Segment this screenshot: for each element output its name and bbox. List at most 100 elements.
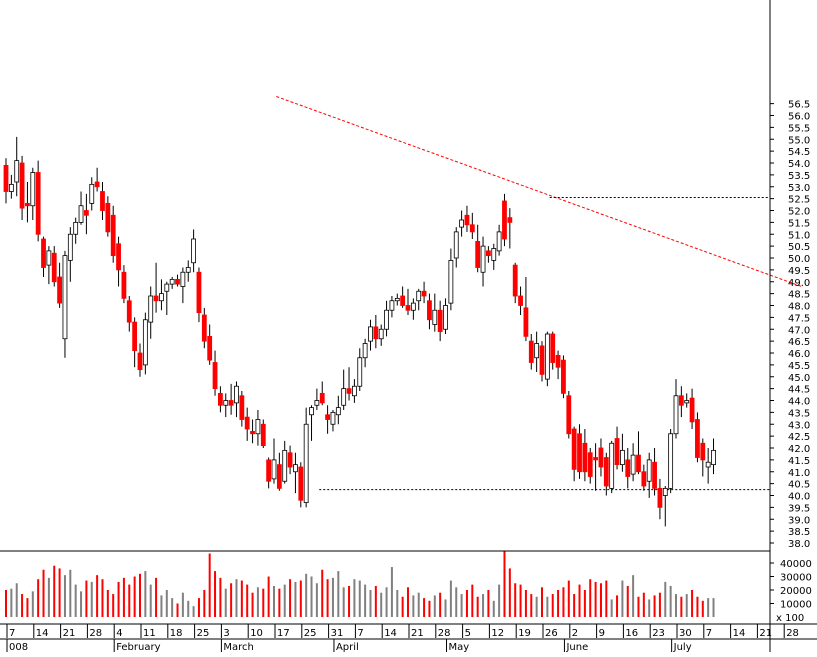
volume-scale-label: x 100: [776, 613, 804, 624]
volume-bar: [455, 587, 458, 617]
candle-body: [662, 487, 668, 496]
candle-body: [217, 392, 223, 406]
volume-bar: [278, 588, 281, 617]
candle-body: [561, 359, 566, 394]
candle-body: [14, 160, 20, 183]
volume-bar: [53, 565, 56, 617]
candle-body: [298, 466, 304, 501]
volume-bars-layer: [5, 550, 715, 617]
volume-bar: [321, 569, 324, 617]
candle-body: [271, 459, 277, 480]
month-tick-label: June: [565, 642, 588, 652]
volume-bar: [31, 591, 34, 617]
candle-body: [185, 267, 191, 273]
date-tick-label: 30: [679, 628, 692, 639]
date-tick-label: 7: [706, 628, 712, 639]
candle-body: [207, 335, 213, 361]
candle-body: [437, 309, 443, 333]
date-tick-label: 14: [36, 628, 49, 639]
volume-bar: [669, 585, 672, 617]
candle-body: [319, 392, 325, 404]
candle-body: [502, 200, 507, 240]
volume-bar: [374, 585, 377, 617]
volume-bar: [122, 577, 125, 617]
volume-bar: [305, 573, 308, 617]
candle-body: [566, 395, 572, 435]
volume-bar: [664, 581, 667, 617]
date-tick-label: 21: [759, 628, 772, 639]
price-tick-label: 43.5: [788, 408, 810, 419]
date-tick-label: 3: [223, 628, 229, 639]
candle-body: [46, 250, 52, 266]
price-tick-label: 52.5: [788, 195, 810, 206]
candle-body: [705, 461, 711, 468]
volume-bar: [546, 596, 549, 617]
candle-body: [287, 452, 293, 468]
volume-bar: [653, 595, 656, 617]
volume-bar: [439, 592, 442, 617]
candle-body: [373, 326, 379, 340]
candle-body: [448, 259, 454, 304]
candle-body: [432, 309, 438, 325]
candle-body: [410, 302, 416, 311]
candle-body: [255, 419, 261, 435]
candle-body: [459, 219, 465, 228]
candle-body: [309, 407, 314, 416]
resistance-trendline: [276, 96, 802, 287]
candle-body: [577, 433, 582, 473]
candle-body: [394, 297, 400, 302]
date-tick-label: 28: [786, 628, 799, 639]
price-tick-label: 47.0: [788, 325, 810, 336]
candle-body: [582, 442, 588, 473]
candle-body: [593, 457, 598, 461]
volume-bar: [21, 594, 24, 617]
candle-body: [137, 352, 143, 371]
volume-bar: [101, 579, 104, 617]
volume-bar: [192, 606, 195, 617]
price-tick-label: 45.0: [788, 373, 810, 384]
candle-body: [250, 430, 255, 435]
price-tick-label: 46.0: [788, 349, 810, 360]
price-tick-label: 53.5: [788, 171, 810, 182]
price-tick-label: 54.0: [788, 159, 810, 170]
volume-bar: [144, 571, 147, 617]
candle-body: [362, 343, 368, 359]
volume-bar: [80, 591, 83, 617]
volume-bar: [203, 590, 206, 617]
date-tick-label: 11: [143, 628, 156, 639]
price-tick-label: 43.0: [788, 420, 810, 431]
candle-body: [555, 354, 561, 368]
candle-body: [678, 395, 684, 406]
volume-bar: [691, 590, 694, 617]
price-tick-label: 41.5: [788, 456, 810, 467]
candle-body: [384, 309, 389, 330]
candle-body: [57, 276, 62, 304]
candle-body: [234, 385, 239, 404]
volume-bar: [390, 567, 393, 617]
volume-bar: [530, 594, 533, 617]
date-tick-label: 28: [89, 628, 102, 639]
month-tick-label: July: [673, 642, 692, 652]
candle-body: [41, 238, 46, 268]
month-tick-label: February: [116, 642, 160, 652]
date-tick-label: 14: [733, 628, 746, 639]
date-tick-label: 7: [9, 628, 15, 639]
date-tick-label: 16: [625, 628, 638, 639]
volume-bar: [262, 588, 265, 617]
volume-bar: [348, 585, 351, 617]
volume-bar: [139, 573, 141, 617]
volume-bar: [165, 590, 168, 617]
volume-bar: [626, 585, 629, 617]
candle-body: [480, 245, 486, 273]
volume-bar: [449, 580, 452, 617]
candle-body: [630, 454, 636, 475]
candle-body: [266, 459, 272, 482]
volume-bar: [417, 592, 420, 617]
volume-bar: [315, 583, 318, 617]
price-tick-label: 56.5: [788, 100, 810, 111]
volume-bar: [26, 598, 29, 617]
candle-body: [293, 464, 298, 473]
volume-bar: [10, 588, 13, 617]
